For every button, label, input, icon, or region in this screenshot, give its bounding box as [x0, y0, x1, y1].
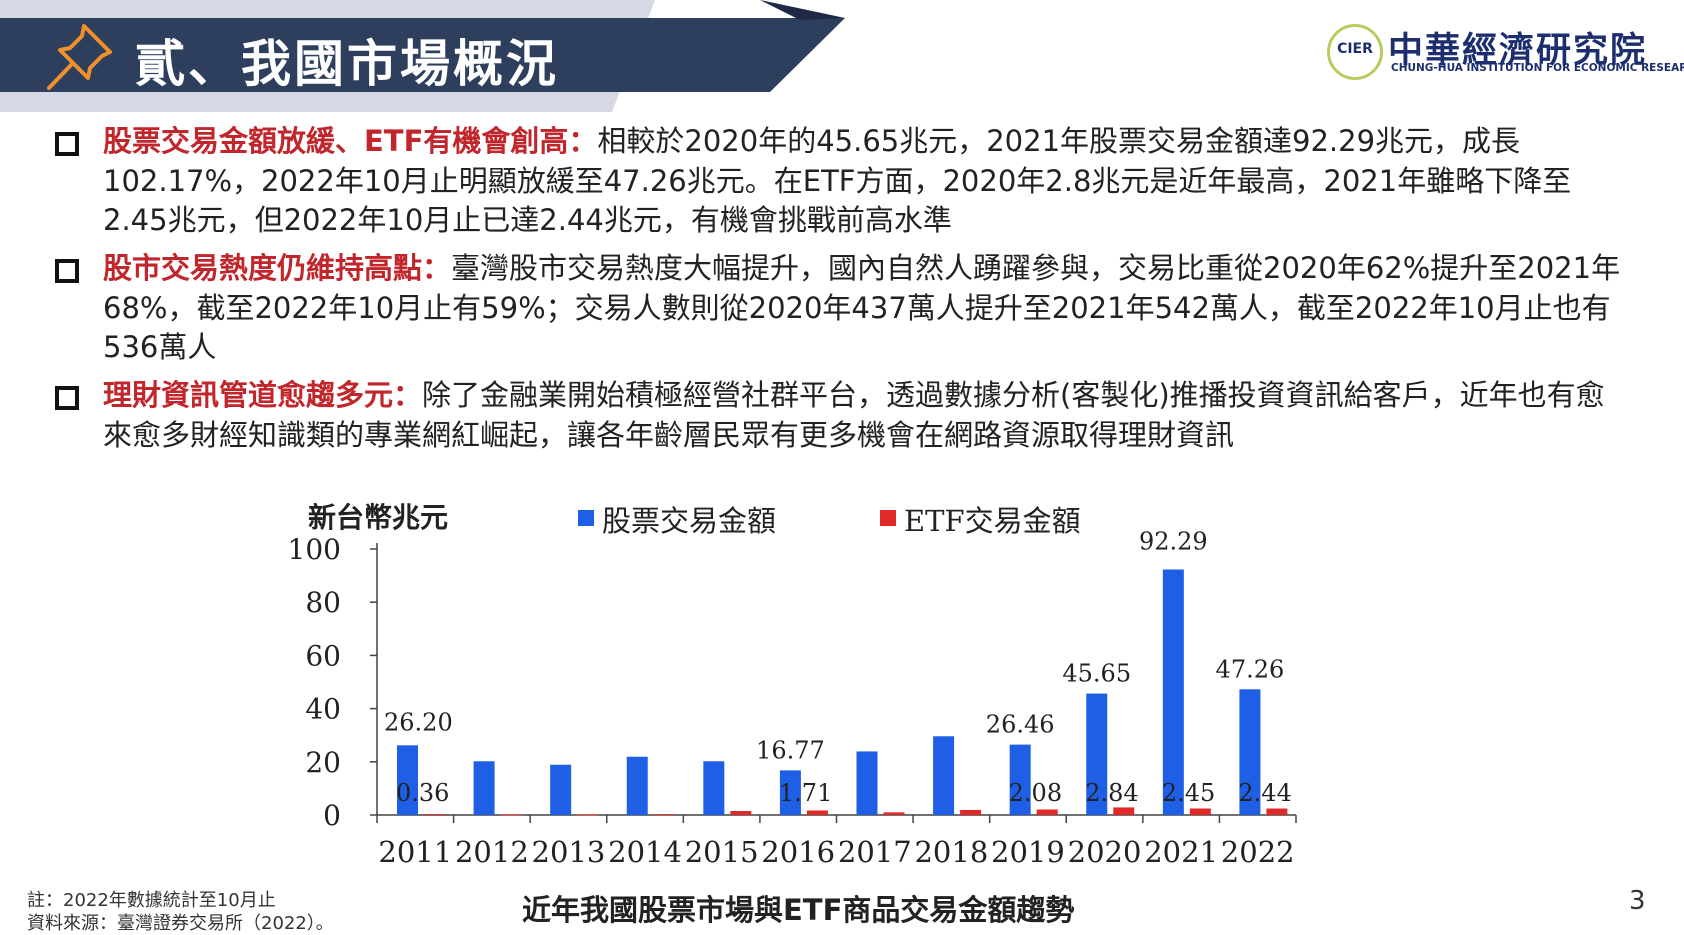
legend-swatch-etf [880, 510, 896, 526]
stock-bar [1086, 693, 1108, 815]
etf-bar [730, 811, 752, 815]
stock-bar [703, 761, 725, 815]
y-tick-label: 40 [305, 693, 341, 726]
etf-bar [653, 814, 675, 816]
logo-abbr: CIER [1337, 41, 1373, 57]
etf-bar [1266, 808, 1288, 815]
bullet-1: 股票交易金額放緩、ETF有機會創高：相較於2020年的45.65兆元，2021年… [103, 122, 1633, 241]
legend-label-stock: 股票交易金額 [602, 504, 777, 538]
stock-bar [1162, 569, 1184, 815]
etf-bar [1036, 809, 1058, 815]
etf-data-label: 2.08 [1009, 779, 1062, 807]
etf-data-label: 1.71 [779, 779, 832, 807]
etf-bar [806, 810, 828, 815]
etf-data-label: 2.45 [1162, 779, 1215, 807]
footnote: 註：2022年數據統計至10月止 [27, 890, 276, 911]
etf-bar [500, 814, 522, 816]
bullet-3-body: 除了金融業開始積極經營社群平台，透過數據分析(客製化)推播投資資訊給客戶，近年也… [103, 378, 1605, 452]
etf-bar [960, 809, 982, 815]
etf-data-label: 0.36 [396, 779, 449, 807]
logo-name-zh: 中華經濟研究院 [1388, 31, 1648, 71]
stock-bar [779, 770, 801, 815]
x-tick-label: 2014 [608, 835, 682, 869]
legend-label-etf: ETF交易金額 [904, 504, 1081, 538]
bullet-2-body: 臺灣股市交易熱度大幅提升，國內自然人踴躍參與，交易比重從2020年62%提升至2… [103, 251, 1621, 364]
x-tick-label: 2019 [991, 835, 1065, 869]
stock-bar [856, 751, 878, 815]
bullet-1-body: 相較於2020年的45.65兆元，2021年股票交易金額達92.29兆元，成長1… [103, 124, 1572, 237]
x-tick-label: 2018 [914, 835, 988, 869]
source-note: 資料來源：臺灣證券交易所（2022）。 [27, 913, 334, 934]
bullet-square-icon [55, 259, 79, 283]
stock-bar [1009, 744, 1031, 815]
etf-bar [883, 812, 905, 815]
stock-bar [397, 745, 418, 815]
stock-data-label: 26.20 [384, 708, 453, 736]
y-tick-label: 100 [288, 533, 341, 566]
etf-bar [1189, 808, 1211, 815]
etf-bar [577, 814, 599, 816]
bullet-1-heading: 股票交易金額放緩、ETF有機會創高： [103, 124, 598, 158]
y-tick-label: 60 [305, 639, 341, 672]
y-tick-label: 80 [305, 586, 341, 619]
chart-y-unit: 新台幣兆元 [308, 501, 449, 534]
logo-circle-icon [1327, 24, 1383, 80]
pushpin-icon [47, 24, 112, 90]
stock-data-label: 92.29 [1139, 528, 1208, 556]
stock-bar [473, 761, 495, 815]
bullet-square-icon [55, 132, 79, 156]
etf-bar [1113, 807, 1135, 815]
y-tick-label: 0 [323, 799, 341, 832]
x-tick-label: 2016 [761, 835, 835, 869]
stock-data-label: 16.77 [756, 736, 825, 764]
stock-bar [933, 736, 955, 815]
bullet-square-icon [55, 386, 79, 410]
stock-bar [550, 764, 572, 815]
bullet-3-heading: 理財資訊管道愈趨多元： [103, 378, 423, 412]
bullet-3: 理財資訊管道愈趨多元：除了金融業開始積極經營社群平台，透過數據分析(客製化)推播… [103, 376, 1633, 455]
chart-caption: 近年我國股票市場與ETF商品交易金額趨勢 [522, 893, 1075, 927]
legend-swatch-stock [578, 510, 594, 526]
x-tick-label: 2022 [1221, 835, 1295, 869]
stock-data-label: 26.46 [986, 711, 1055, 739]
x-tick-label: 2020 [1068, 835, 1142, 869]
page-number: 3 [1629, 886, 1646, 916]
x-tick-label: 2017 [838, 835, 912, 869]
stock-bar [1239, 689, 1261, 815]
page-title: 貳、我國市場概況 [135, 35, 559, 93]
etf-data-label: 2.84 [1085, 779, 1138, 807]
stock-bar [626, 756, 648, 815]
etf-data-label: 2.44 [1238, 779, 1291, 807]
x-tick-label: 2015 [685, 835, 759, 869]
x-tick-label: 2011 [378, 835, 452, 869]
x-tick-label: 2013 [532, 835, 606, 869]
bullet-2: 股市交易熱度仍維持高點：臺灣股市交易熱度大幅提升，國內自然人踴躍參與，交易比重從… [103, 249, 1633, 368]
y-tick-label: 20 [305, 746, 341, 779]
stock-data-label: 45.65 [1062, 660, 1131, 688]
header-banner [0, 0, 845, 112]
bullet-2-heading: 股市交易熱度仍維持高點： [103, 251, 452, 285]
etf-bar [424, 814, 445, 816]
x-tick-label: 2012 [455, 835, 529, 869]
logo-name-en: CHUNG-HUA INSTITUTION FOR ECONOMIC RESEA… [1391, 62, 1684, 74]
x-tick-label: 2021 [1144, 835, 1218, 869]
stock-data-label: 47.26 [1216, 655, 1285, 683]
